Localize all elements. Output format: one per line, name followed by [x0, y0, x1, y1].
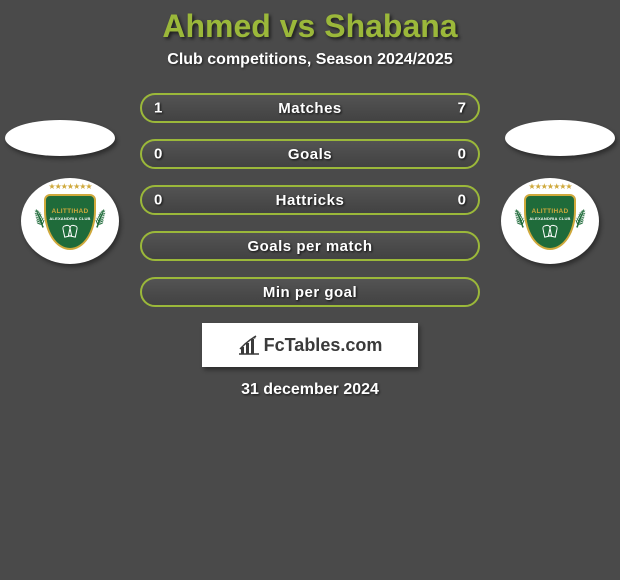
stat-left-value: 0: [154, 146, 162, 163]
stat-left-value: 1: [154, 100, 162, 117]
stat-label: Goals: [288, 146, 332, 163]
stat-row-goals: 0 Goals 0: [140, 139, 480, 169]
bar-chart-icon: [238, 335, 260, 355]
brand-text: FcTables.com: [264, 335, 383, 356]
stat-row-goals-per-match: Goals per match: [140, 231, 480, 261]
stat-row-hattricks: 0 Hattricks 0: [140, 185, 480, 215]
stat-right-value: 0: [458, 192, 466, 209]
stat-label: Hattricks: [276, 192, 345, 209]
stat-label: Goals per match: [247, 238, 372, 255]
page-title: Ahmed vs Shabana: [0, 8, 620, 45]
brand-box: FcTables.com: [202, 323, 418, 367]
stat-row-min-per-goal: Min per goal: [140, 277, 480, 307]
stat-right-value: 0: [458, 146, 466, 163]
stat-label: Matches: [278, 100, 342, 117]
stat-left-value: 0: [154, 192, 162, 209]
stat-row-matches: 1 Matches 7: [140, 93, 480, 123]
page-subtitle: Club competitions, Season 2024/2025: [0, 51, 620, 69]
date-line: 31 december 2024: [0, 381, 620, 399]
stats-column: 1 Matches 7 0 Goals 0 0 Hattricks 0 Goal…: [140, 93, 480, 307]
stat-right-value: 7: [458, 100, 466, 117]
stat-label: Min per goal: [263, 284, 357, 301]
